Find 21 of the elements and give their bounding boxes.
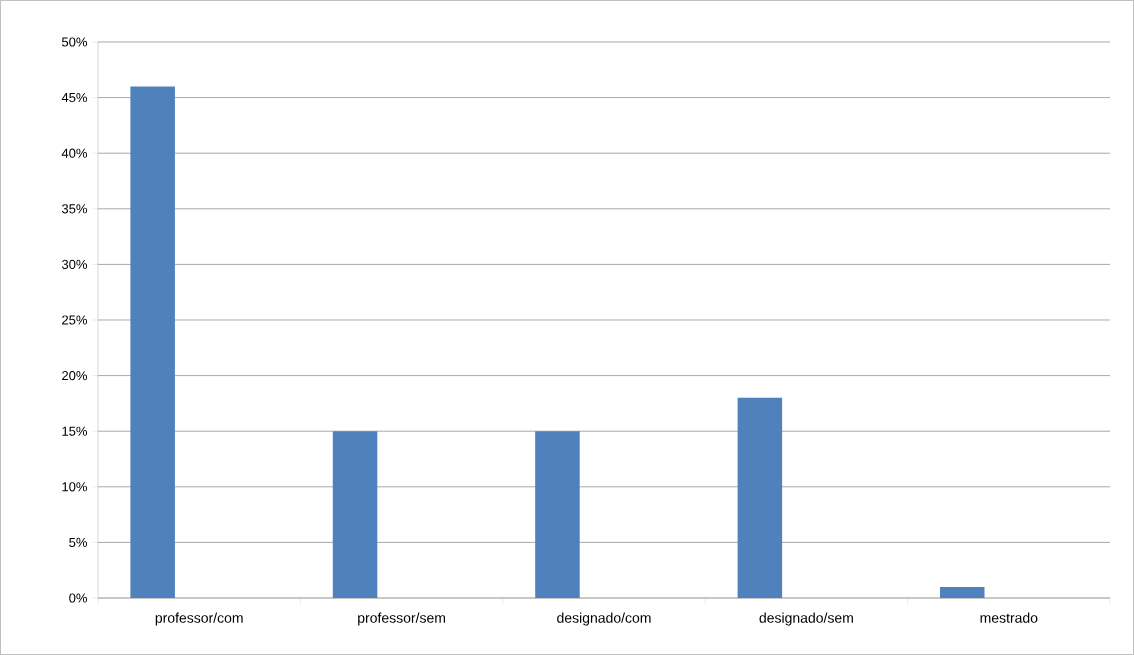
y-tick-label: 45% [61,93,87,103]
y-tick-label: 40% [61,148,87,158]
x-tick-label: designado/com [557,612,651,626]
y-tick-label: 20% [62,370,87,381]
y-tick-label: 5% [69,537,87,547]
bar [535,431,580,598]
bar [332,431,378,598]
x-tick-label: designado/sem [759,612,853,626]
y-tick-label: 30% [61,259,87,269]
y-tick-label: 50% [61,37,87,47]
y-tick-label: 15% [62,426,87,436]
y-tick-label: 10% [62,482,87,492]
y-tick-label: 0% [69,593,87,603]
x-tick-label: mestrado [980,612,1038,623]
x-tick-label: professor/com [155,612,243,626]
y-tick-label: 25% [62,315,87,325]
x-tick-label: professor/sem [358,612,446,626]
bar [737,397,783,598]
bar [939,586,985,598]
y-tick-label: 35% [61,204,87,214]
bar [130,86,175,598]
